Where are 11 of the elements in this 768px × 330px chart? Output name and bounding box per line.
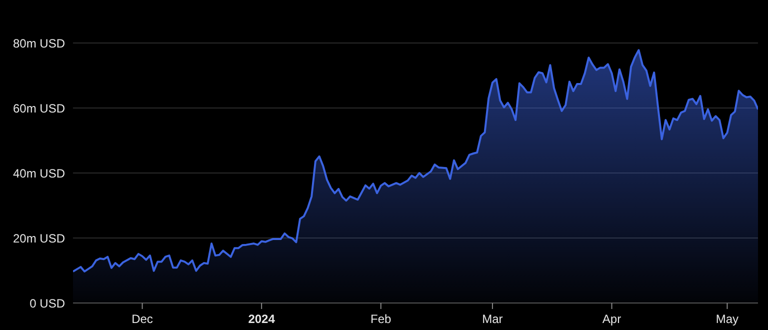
y-tick-label: 20m USD (12, 231, 66, 246)
y-tick-label: 0 USD (30, 296, 66, 310)
x-tick-label: Apr (602, 312, 622, 326)
y-tick-label: 80m USD (12, 36, 66, 50)
x-tick-label: Feb (370, 312, 392, 326)
x-tick-label: 2024 (248, 312, 276, 326)
y-tick-label: 40m USD (12, 166, 66, 180)
x-tick-label: Dec (132, 312, 153, 326)
x-tick-label: May (716, 312, 739, 326)
y-tick-label: 60m USD (12, 101, 66, 116)
x-tick-label: Mar (482, 312, 503, 326)
